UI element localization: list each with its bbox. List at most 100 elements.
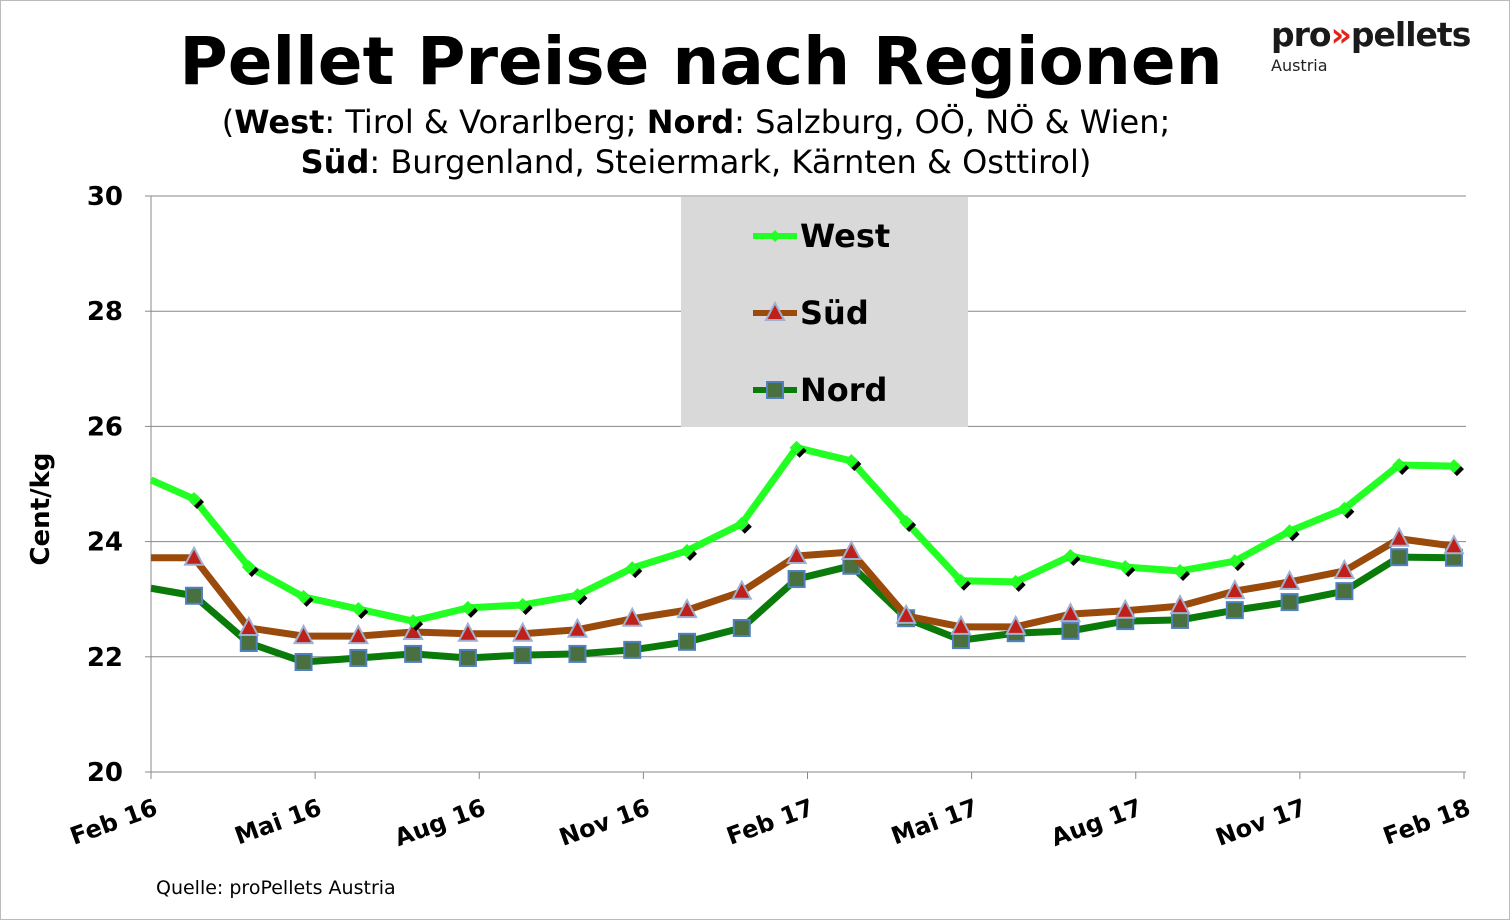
triangle-marker <box>402 619 424 641</box>
triangle-marker <box>512 621 534 642</box>
square-marker <box>732 619 751 637</box>
subtitle-sued: Süd <box>300 143 370 181</box>
square-marker <box>568 644 587 663</box>
subtitle-west-text: : Tirol & Vorarlberg; <box>324 103 647 141</box>
x-tick-label: Feb 16 <box>66 793 161 850</box>
diamond-marker <box>734 516 749 531</box>
triangle-marker <box>895 603 917 624</box>
subtitle-paren: ( <box>221 103 235 141</box>
square-marker <box>404 644 423 663</box>
triangle-marker <box>1005 614 1027 635</box>
legend-label: West <box>800 217 890 255</box>
square-marker <box>1335 582 1354 601</box>
y-tick-label: 28 <box>87 297 123 327</box>
diamond-marker <box>1118 559 1133 574</box>
x-tick-label: Aug 17 <box>1047 793 1145 852</box>
triangle-marker <box>785 543 808 564</box>
triangle-marker <box>1443 534 1465 555</box>
triangle-marker <box>1224 578 1246 600</box>
legend-label: Süd <box>800 294 869 332</box>
square-marker <box>1225 601 1244 620</box>
square-marker <box>458 648 477 667</box>
x-tick-label: Nov 17 <box>1212 793 1310 851</box>
subtitle-sued-text: : Burgenland, Steiermark, Kärnten & Ostt… <box>369 143 1092 181</box>
diamond-marker <box>1337 501 1352 516</box>
diamond-marker <box>1282 524 1297 539</box>
square-marker <box>766 381 784 399</box>
square-marker <box>1280 593 1299 612</box>
square-marker <box>1061 621 1080 640</box>
square-marker <box>623 640 642 659</box>
square-marker <box>678 632 697 651</box>
square-marker <box>513 646 532 665</box>
diamond-marker <box>1008 574 1023 589</box>
x-tick-label: Feb 17 <box>723 793 818 850</box>
square-marker <box>239 633 258 652</box>
triangle-marker <box>1278 569 1301 590</box>
source-note: Quelle: proPellets Austria <box>156 877 396 899</box>
square-marker <box>1171 610 1190 629</box>
y-axis-label: Cent/kg <box>26 452 56 565</box>
series-line <box>149 444 1455 625</box>
subtitle-nord-text: : Salzburg, OÖ, NÖ & Wien; <box>734 103 1171 141</box>
diamond-marker <box>1446 459 1461 474</box>
triangle-marker <box>1388 526 1410 547</box>
diamond-marker <box>899 515 914 530</box>
legend-diamond-marker <box>769 230 781 242</box>
series-süd <box>151 526 1465 645</box>
x-tick-label: Feb 18 <box>1379 793 1474 850</box>
diamond-marker <box>241 559 256 574</box>
triangle-marker <box>621 606 643 627</box>
triangle-marker <box>1114 598 1136 619</box>
subtitle-line-1: (West: Tirol & Vorarlberg; Nord: Salzbur… <box>1 103 1391 141</box>
triangle-marker <box>1333 558 1356 579</box>
diamond-marker <box>515 597 530 612</box>
subtitle-line-2: Süd: Burgenland, Steiermark, Kärnten & O… <box>1 143 1391 181</box>
triangle-marker <box>676 598 698 619</box>
diamond-marker <box>187 491 201 506</box>
propellets-logo: pro»pellets Austria <box>1271 15 1471 75</box>
diamond-marker <box>844 453 859 468</box>
y-tick-label: 24 <box>87 528 123 558</box>
square-marker <box>1390 548 1409 567</box>
diamond-marker <box>953 573 968 588</box>
diamond-marker <box>680 543 695 558</box>
x-tick-label: Mai 17 <box>887 793 981 850</box>
triangle-marker <box>840 539 863 560</box>
square-marker <box>349 648 368 667</box>
triangle-marker <box>457 621 479 642</box>
y-tick-label: 20 <box>87 758 123 788</box>
triangle-marker <box>731 579 753 600</box>
triangle-marker <box>764 300 786 321</box>
triangle-marker <box>1059 602 1082 623</box>
triangle-marker <box>292 623 315 645</box>
x-tick-label: Nov 16 <box>556 793 654 851</box>
diamond-marker <box>570 588 585 603</box>
triangle-marker <box>1169 593 1191 615</box>
x-tick-label: Aug 16 <box>391 793 489 852</box>
triangle-marker <box>347 623 370 645</box>
diamond-marker <box>406 614 421 629</box>
diamond-marker <box>625 561 640 576</box>
series-west <box>149 440 1464 632</box>
square-marker <box>787 570 806 589</box>
y-tick-label: 30 <box>87 182 123 212</box>
diamond-marker <box>1227 554 1242 569</box>
x-tick-label: Mai 16 <box>231 793 325 850</box>
legend-item-nord: Nord <box>753 371 887 409</box>
triangle-marker <box>950 614 972 635</box>
diamond-marker <box>460 600 475 615</box>
legend-item-west: West <box>753 217 890 255</box>
diamond-marker <box>789 440 804 455</box>
y-tick-label: 22 <box>87 643 123 673</box>
triangle-marker <box>566 617 589 638</box>
chart-title: Pellet Preise nach Regionen <box>179 23 1223 100</box>
triangle-marker <box>183 545 205 566</box>
legend-item-süd: Süd <box>753 294 869 332</box>
square-marker <box>294 652 313 671</box>
diamond-marker <box>296 589 311 604</box>
diamond-marker <box>1063 549 1078 563</box>
diamond-marker <box>351 601 366 616</box>
